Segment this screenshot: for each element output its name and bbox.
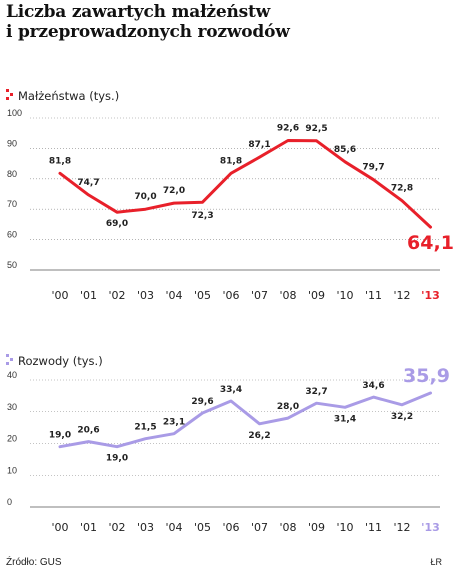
- y-tick-label: 90: [7, 138, 17, 148]
- data-label: 21,5: [134, 423, 156, 433]
- data-label: 70,0: [134, 192, 156, 202]
- y-tick-label: 100: [7, 108, 22, 118]
- x-tick-label: '10: [336, 289, 353, 302]
- data-label: 85,6: [334, 145, 356, 155]
- data-label: 74,7: [77, 178, 99, 188]
- source-note: Źródło: GUS: [6, 557, 62, 568]
- chart-1: Małżeństwa (tys.) 50 60 70 80 90 100 '00 '01 '02 '…: [6, 89, 454, 302]
- x-tick-label: '01: [80, 521, 97, 534]
- x-tick-label: '09: [308, 521, 325, 534]
- x-tick-label: '00: [51, 289, 68, 302]
- data-label: 81,8: [220, 156, 242, 166]
- legend-marker-icon: [6, 354, 13, 365]
- x-tick-label: '10: [336, 521, 353, 534]
- x-tick-label: '12: [393, 521, 410, 534]
- series-line: [58, 391, 432, 449]
- x-tick-label: '05: [194, 521, 211, 534]
- data-label: 72,8: [391, 184, 413, 194]
- x-tick-label: '07: [251, 289, 268, 302]
- x-tick-label: '02: [108, 289, 125, 302]
- data-label-highlight: 64,1: [407, 232, 454, 254]
- data-label: 69,0: [106, 219, 128, 229]
- x-tick-label: '01: [80, 289, 97, 302]
- title-line-2: i przeprowadzonych rozwodów: [6, 22, 290, 42]
- data-label: 79,7: [362, 163, 384, 173]
- y-tick-label: 60: [7, 230, 17, 240]
- y-tick-label: 40: [7, 370, 17, 380]
- data-label: 33,4: [220, 385, 242, 395]
- data-label: 34,6: [362, 381, 384, 391]
- x-tick-label: '11: [365, 289, 382, 302]
- data-label: 92,6: [277, 123, 299, 133]
- data-label: 31,4: [334, 414, 356, 424]
- data-label: 20,6: [77, 426, 99, 436]
- data-label: 87,1: [248, 140, 270, 150]
- chart-title: Liczba zawartych małżeństw i przeprowadz…: [6, 2, 446, 42]
- x-tick-label: '13: [421, 289, 440, 302]
- x-tick-label: '11: [365, 521, 382, 534]
- data-label: 72,0: [163, 186, 185, 196]
- data-label: 72,3: [191, 211, 213, 221]
- y-tick-label: 50: [7, 260, 17, 270]
- data-label: 28,0: [277, 402, 299, 412]
- data-label: 32,2: [391, 412, 413, 422]
- x-tick-label: '07: [251, 521, 268, 534]
- x-tick-label: '00: [51, 521, 68, 534]
- x-tick-label: '06: [222, 289, 239, 302]
- x-tick-label: '12: [393, 289, 410, 302]
- credit-initials: ŁR: [430, 557, 442, 567]
- data-label: 23,1: [163, 418, 185, 428]
- x-tick-label: '03: [137, 289, 154, 302]
- y-tick-label: 10: [7, 465, 17, 475]
- data-label: 92,5: [305, 124, 327, 134]
- y-tick-label: 70: [7, 199, 17, 209]
- data-label: 19,0: [106, 454, 128, 464]
- x-tick-label: '06: [222, 521, 239, 534]
- title-line-1: Liczba zawartych małżeństw: [6, 2, 271, 22]
- x-tick-label: '02: [108, 521, 125, 534]
- y-axis-label: Rozwody (tys.): [18, 354, 103, 368]
- data-label: 29,6: [191, 397, 213, 407]
- chart-2: Rozwody (tys.) 0 10 20 30 40 '00 '01 '02 '03 '04 '0…: [6, 354, 450, 534]
- x-tick-label: '04: [165, 289, 182, 302]
- x-tick-label: '04: [165, 521, 182, 534]
- x-tick-label: '03: [137, 521, 154, 534]
- y-tick-label: 20: [7, 434, 17, 444]
- x-tick-label: '08: [279, 521, 296, 534]
- data-label-highlight: 35,9: [403, 365, 450, 387]
- data-label: 26,2: [248, 431, 270, 441]
- data-label: 81,8: [49, 156, 71, 166]
- x-tick-label: '13: [421, 521, 440, 534]
- data-label: 19,0: [49, 431, 71, 441]
- y-tick-label: 0: [7, 497, 12, 507]
- y-tick-label: 80: [7, 169, 17, 179]
- y-axis-label: Małżeństwa (tys.): [18, 89, 119, 103]
- x-tick-label: '05: [194, 289, 211, 302]
- x-tick-label: '08: [279, 289, 296, 302]
- data-label: 32,7: [305, 387, 327, 397]
- x-tick-label: '09: [308, 289, 325, 302]
- y-tick-label: 30: [7, 402, 17, 412]
- legend-marker-icon: [6, 89, 13, 100]
- series-line: [58, 139, 432, 229]
